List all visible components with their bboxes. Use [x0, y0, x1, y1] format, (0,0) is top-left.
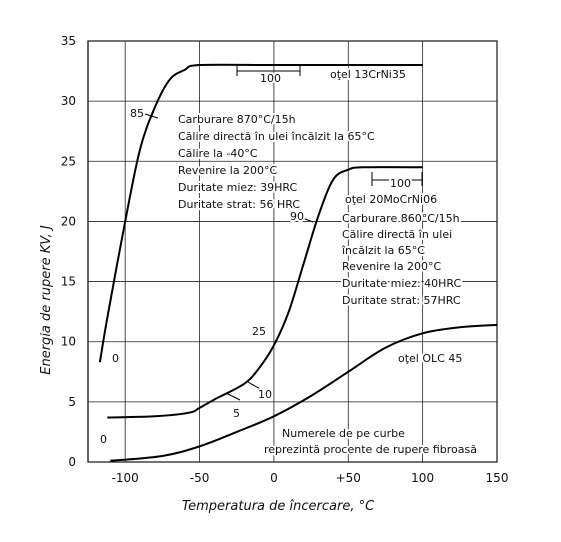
y-tick-label: 0 — [68, 455, 76, 469]
annotation: Numerele de pe curbe — [282, 427, 405, 440]
annotation: 90 — [290, 210, 304, 223]
y-axis-title: Energia de rupere KV, J — [39, 225, 54, 375]
annotation: Duritate strat: 57HRC — [342, 294, 461, 307]
x-tick-label: +50 — [336, 471, 361, 485]
annotation: Duritate strat: 56 HRC — [178, 198, 300, 211]
x-tick-label: -100 — [112, 471, 139, 485]
annotation: 100 — [260, 72, 281, 85]
annotation: Revenire la 200°C — [178, 164, 278, 177]
annotation: 10 — [258, 388, 272, 401]
curve — [98, 63, 423, 363]
annotation: 25 — [252, 325, 266, 338]
y-tick-label: 20 — [61, 214, 76, 228]
annotation: Duritate miez: 40HRC — [342, 277, 462, 290]
annotation: oţel 20MoCrNi06 — [345, 193, 437, 206]
annotation: Călire la -40°C — [178, 147, 258, 160]
annotation: 5 — [233, 407, 240, 420]
x-tick-label: 0 — [270, 471, 278, 485]
y-tick-label: 35 — [61, 34, 76, 48]
annotation: încălzit la 65°C — [341, 244, 425, 257]
annotation: Călire directă în ulei încălzit la 65°C — [178, 130, 375, 143]
y-tick-label: 25 — [61, 154, 76, 168]
annotation: Călire directă în ulei — [342, 228, 452, 241]
y-tick-label: 30 — [61, 94, 76, 108]
annotation: Duritate miez: 39HRC — [178, 181, 298, 194]
annotation: oţel 13CrNi35 — [330, 68, 406, 81]
annotation: 0 — [100, 433, 107, 446]
plot-frame — [87, 40, 498, 463]
annotation: 85 — [130, 107, 144, 120]
annotation: Carburare 870°C/15h — [178, 113, 296, 126]
y-tick-label: 15 — [61, 275, 76, 289]
curve — [107, 166, 423, 419]
x-tick-label: 150 — [486, 471, 509, 485]
y-tick-label: 5 — [68, 395, 76, 409]
annotation: 100 — [390, 177, 411, 190]
x-tick-label: 100 — [411, 471, 434, 485]
y-tick-label: 10 — [61, 335, 76, 349]
annotation: 0 — [112, 352, 119, 365]
x-tick-label: -50 — [190, 471, 210, 485]
annotation: Revenire la 200°C — [342, 260, 442, 273]
annotation: Carburare 860°C/15h — [342, 212, 460, 225]
annotation: oţel OLC 45 — [398, 352, 462, 365]
x-axis-title: Temperatura de încercare, °C — [182, 499, 375, 514]
curve — [110, 323, 498, 462]
annotation: reprezintă procente de rupere fibroasă — [264, 443, 477, 456]
